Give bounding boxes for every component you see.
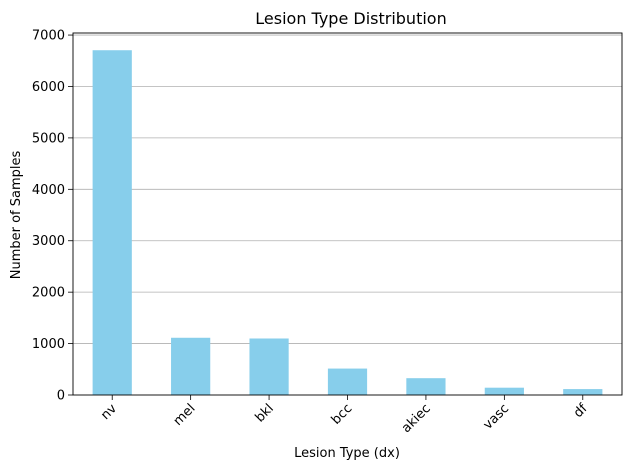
bar-akiec [406, 378, 446, 395]
y-tick-label: 1000 [32, 337, 65, 352]
bar-layer [92, 50, 603, 395]
y-tick-label: 4000 [32, 183, 65, 198]
y-tick-label: 3000 [32, 234, 65, 249]
x-tick-label: nv [98, 401, 120, 423]
x-axis-title: Lesion Type (dx) [294, 446, 400, 461]
y-tick-label: 7000 [32, 29, 65, 44]
y-tick-label: 0 [57, 389, 65, 404]
x-tick-label: mel [171, 401, 199, 429]
y-tick-label: 6000 [32, 80, 65, 95]
grid-layer [73, 34, 622, 344]
x-tick-label: vasc [481, 401, 513, 433]
bar-df [563, 389, 603, 395]
x-tick-label: bcc [329, 401, 356, 428]
bar-bcc [327, 368, 368, 395]
bar-bkl [249, 338, 289, 395]
axis-layer [72, 32, 623, 396]
bar-mel [171, 337, 211, 395]
bar-vasc [484, 387, 524, 395]
bar-nv [92, 50, 132, 395]
plot-frame [72, 32, 623, 396]
chart-title: Lesion Type Distribution [255, 9, 446, 28]
x-tick-label: df [571, 401, 591, 421]
y-tick-label: 2000 [32, 286, 65, 301]
y-tick-label: 5000 [32, 131, 65, 146]
y-axis-title: Number of Samples [9, 151, 24, 280]
x-tick-label: akiec [399, 401, 434, 436]
x-tick-label: bkl [253, 401, 277, 425]
